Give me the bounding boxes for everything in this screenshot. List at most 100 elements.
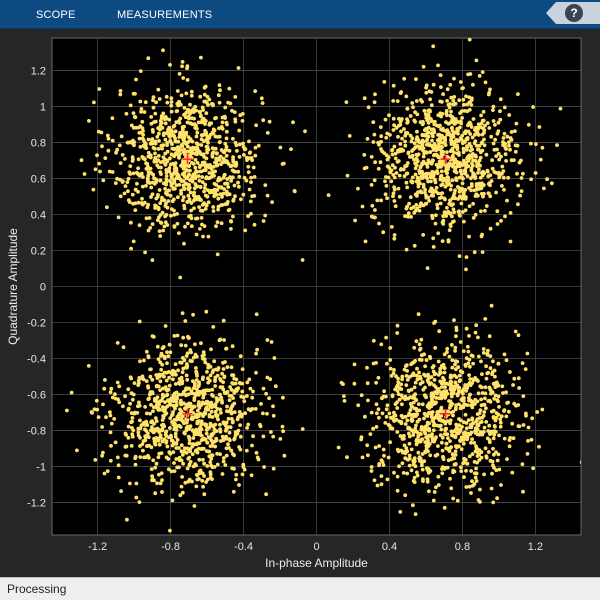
scatter-point bbox=[191, 442, 196, 446]
scatter-point bbox=[441, 454, 445, 459]
tab-measurements[interactable]: MEASUREMENTS bbox=[117, 9, 213, 21]
scatter-point bbox=[449, 394, 454, 399]
scatter-point bbox=[407, 434, 412, 439]
scatter-point bbox=[194, 366, 198, 370]
scatter-point bbox=[429, 381, 433, 385]
scatter-point bbox=[175, 212, 180, 216]
scatter-point bbox=[420, 402, 425, 407]
scatter-point bbox=[516, 424, 521, 428]
scatter-point bbox=[136, 166, 141, 171]
scatter-point bbox=[189, 389, 194, 394]
scatter-point bbox=[213, 146, 218, 151]
scatter-point bbox=[362, 96, 367, 101]
scatter-point bbox=[470, 437, 474, 441]
scatter-point bbox=[178, 407, 182, 412]
scatter-point bbox=[233, 119, 238, 124]
scatter-point bbox=[162, 409, 167, 414]
constellation-plot[interactable]: -1.2 -0.8 -0.4 0 0.4 0.8 1.2 1.210.80.60.40.20… bbox=[0, 29, 600, 577]
scatter-point bbox=[199, 438, 204, 443]
scatter-point bbox=[412, 385, 417, 390]
scatter-point bbox=[474, 58, 479, 63]
scatter-point bbox=[440, 100, 444, 104]
scatter-point bbox=[414, 203, 419, 207]
scatter-point bbox=[144, 183, 148, 188]
scatter-point bbox=[154, 397, 159, 401]
scatter-point bbox=[413, 426, 418, 431]
scatter-point bbox=[498, 420, 503, 425]
scatter-point bbox=[254, 312, 259, 317]
scatter-point bbox=[443, 385, 447, 389]
scatter-point bbox=[372, 178, 377, 183]
scatter-point bbox=[395, 488, 400, 493]
scatter-point bbox=[448, 373, 453, 378]
scatter-point bbox=[469, 469, 473, 473]
scatter-point bbox=[160, 126, 165, 130]
scatter-point bbox=[417, 208, 422, 213]
scatter-point bbox=[169, 130, 174, 135]
scatter-point bbox=[463, 412, 468, 417]
scatter-point bbox=[230, 403, 235, 408]
scatter-point bbox=[378, 125, 383, 129]
scatter-point bbox=[474, 479, 479, 483]
scatter-point bbox=[165, 444, 170, 449]
scatter-point bbox=[516, 202, 520, 207]
scatter-point bbox=[508, 370, 512, 374]
scatter-point bbox=[163, 162, 168, 166]
scatter-point bbox=[197, 469, 202, 474]
scatter-point bbox=[183, 112, 187, 116]
scatter-point bbox=[446, 238, 451, 243]
scatter-point bbox=[158, 481, 163, 486]
scatter-point bbox=[485, 169, 490, 174]
scatter-point bbox=[434, 413, 439, 418]
scatter-point bbox=[208, 421, 213, 426]
scatter-point bbox=[164, 213, 169, 217]
scatter-point bbox=[391, 116, 396, 121]
scatter-point bbox=[253, 153, 258, 158]
scatter-point bbox=[224, 346, 228, 351]
scatter-point bbox=[203, 186, 207, 190]
scatter-point bbox=[404, 130, 408, 135]
scatter-point bbox=[213, 160, 217, 165]
scatter-point bbox=[493, 123, 497, 127]
scatter-point bbox=[431, 193, 436, 198]
scatter-point bbox=[236, 180, 240, 185]
scatter-point bbox=[521, 423, 526, 427]
scatter-point bbox=[218, 192, 223, 197]
scatter-point bbox=[143, 405, 148, 409]
scatter-point bbox=[479, 234, 484, 239]
scatter-point bbox=[426, 444, 431, 448]
scatter-point bbox=[188, 190, 193, 195]
x-tick-label: -1.2 bbox=[88, 541, 107, 553]
scatter-point bbox=[278, 437, 283, 441]
scatter-point bbox=[392, 236, 397, 241]
scatter-point bbox=[188, 213, 193, 218]
scatter-point bbox=[455, 431, 459, 436]
reference-marker bbox=[182, 408, 193, 419]
scatter-point bbox=[197, 205, 202, 210]
scatter-point bbox=[194, 145, 199, 150]
scatter-point bbox=[491, 141, 496, 146]
help-icon[interactable]: ? bbox=[565, 4, 583, 22]
scatter-point bbox=[178, 425, 183, 429]
scatter-point bbox=[138, 359, 142, 364]
scatter-point bbox=[479, 450, 484, 454]
scatter-point bbox=[147, 455, 151, 460]
scatter-point bbox=[87, 119, 91, 123]
scatter-point bbox=[251, 389, 255, 394]
scatter-point bbox=[175, 437, 180, 442]
scatter-point bbox=[433, 423, 438, 428]
scatter-point bbox=[146, 228, 151, 233]
scatter-point bbox=[91, 187, 96, 192]
scatter-point bbox=[193, 165, 198, 170]
scatter-point bbox=[155, 344, 160, 349]
scatter-point bbox=[126, 424, 131, 429]
scatter-point bbox=[398, 91, 403, 95]
scatter-point bbox=[471, 163, 475, 168]
scatter-point bbox=[476, 122, 481, 127]
scatter-point bbox=[165, 350, 169, 354]
tab-scope[interactable]: SCOPE bbox=[36, 9, 76, 21]
scatter-point bbox=[176, 148, 180, 153]
scatter-point bbox=[201, 133, 205, 137]
scatter-point bbox=[441, 92, 445, 96]
status-text: Processing bbox=[7, 582, 67, 596]
